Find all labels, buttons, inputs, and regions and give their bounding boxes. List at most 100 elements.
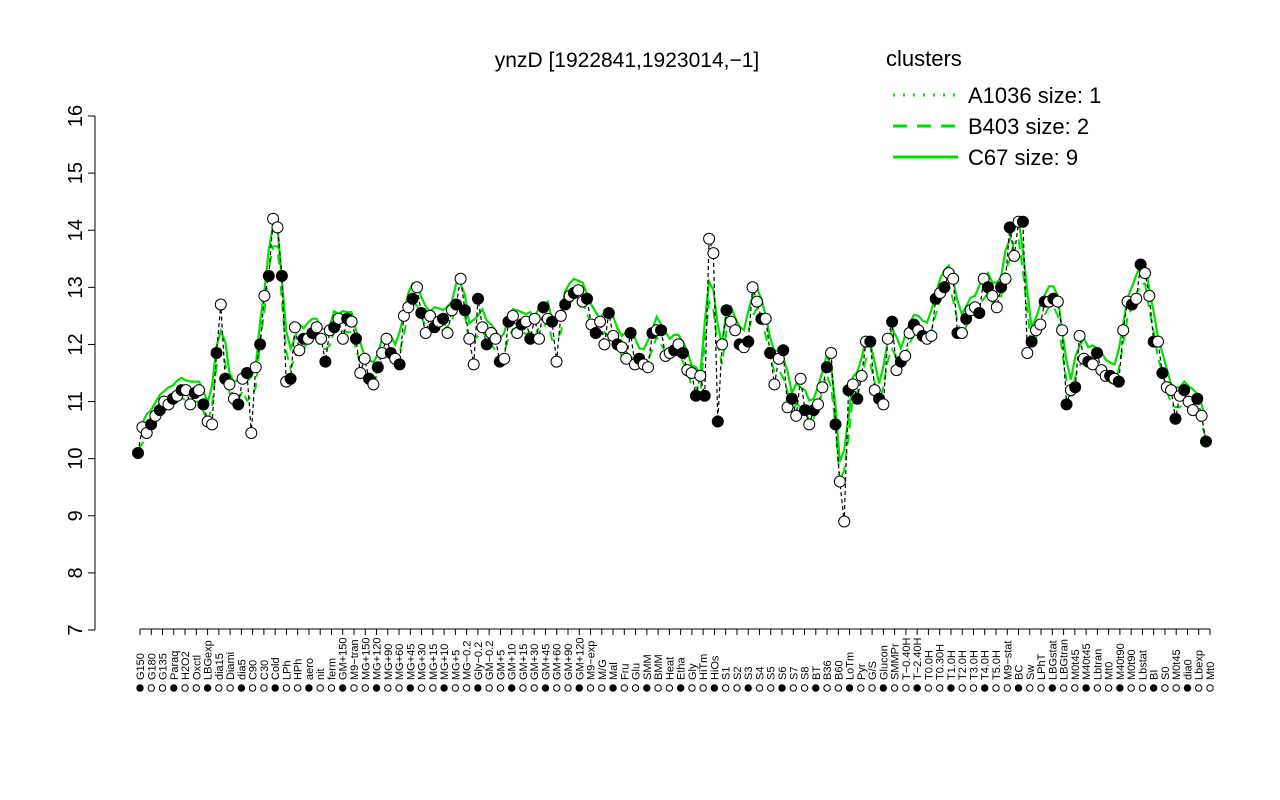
data-point xyxy=(620,352,633,365)
data-point xyxy=(746,281,759,294)
x-category-marker xyxy=(496,684,505,692)
x-tick-label: Gly xyxy=(687,663,699,680)
x-category-marker xyxy=(136,684,144,692)
gene-profile-line xyxy=(137,216,1207,522)
x-category-marker xyxy=(913,684,921,692)
data-point xyxy=(999,272,1012,285)
x-category-marker xyxy=(812,684,820,692)
data-point xyxy=(437,312,450,325)
data-point xyxy=(855,369,868,382)
x-tick-label: M9−stat xyxy=(1002,641,1014,680)
data-point xyxy=(1130,292,1143,305)
data-point xyxy=(694,369,707,382)
data-point xyxy=(480,338,493,351)
x-tick-label: HPh xyxy=(293,659,305,680)
x-tick-label: T1.0H xyxy=(946,650,958,680)
x-category-marker xyxy=(890,684,899,692)
x-tick-label: S6 xyxy=(777,667,789,680)
x-category-marker xyxy=(665,684,674,692)
data-point xyxy=(232,398,245,411)
data-point xyxy=(581,292,593,305)
x-tick-label: GM+150 xyxy=(338,638,350,681)
x-category-marker xyxy=(417,684,426,692)
x-category-marker xyxy=(406,684,415,692)
data-point xyxy=(345,315,358,328)
x-tick-label: Lbstat xyxy=(1137,650,1149,680)
x-category-marker xyxy=(226,684,234,692)
data-point xyxy=(132,447,144,459)
x-category-marker xyxy=(361,684,369,692)
data-point xyxy=(589,327,602,339)
data-point xyxy=(319,355,332,368)
data-point xyxy=(707,247,720,260)
x-tick-label: GM−0.2 xyxy=(484,641,496,680)
x-tick-label: M/G xyxy=(597,659,609,680)
y-tick-label: 10 xyxy=(65,448,87,470)
data-point xyxy=(1073,329,1086,342)
data-point xyxy=(262,269,275,282)
data-point xyxy=(877,398,890,411)
x-category-marker xyxy=(643,684,651,692)
x-category-marker xyxy=(316,684,324,692)
data-point xyxy=(785,392,798,405)
data-point xyxy=(350,332,362,345)
x-tick-label: dia0 xyxy=(1182,659,1194,680)
x-category-marker xyxy=(541,684,550,692)
x-tick-label: nit xyxy=(315,668,327,680)
x-category-marker xyxy=(564,684,572,692)
data-point xyxy=(1195,409,1208,422)
x-category-marker xyxy=(958,684,966,692)
x-tick-label: B60 xyxy=(833,660,845,680)
x-tick-label: M9−tran xyxy=(349,639,361,680)
x-category-marker xyxy=(192,684,201,692)
x-tick-label: H2O2 xyxy=(180,651,192,680)
x-axis: G150 G180 G135 Paraq H2O2 Oxctl LBGexp dia15 Dia… xyxy=(135,628,1217,692)
x-category-marker xyxy=(1104,684,1113,692)
data-point xyxy=(1051,295,1064,308)
data-point xyxy=(803,418,816,431)
y-tick-label: 8 xyxy=(65,567,87,578)
data-point xyxy=(1186,404,1199,417)
x-tick-label: MG−0.2 xyxy=(462,641,474,680)
x-category-marker xyxy=(654,684,662,692)
data-point xyxy=(851,392,864,405)
x-tick-label: S5 xyxy=(766,667,778,680)
data-point xyxy=(864,335,877,348)
data-point xyxy=(624,327,637,339)
data-point xyxy=(1069,381,1082,394)
x-category-marker xyxy=(1127,684,1135,692)
x-tick-label: S3 xyxy=(743,667,755,680)
x-category-marker xyxy=(947,684,955,692)
x-tick-label: Glu xyxy=(631,663,643,680)
x-category-marker xyxy=(676,684,685,692)
data-point xyxy=(210,347,223,359)
data-point xyxy=(367,378,380,391)
x-category-marker xyxy=(744,684,752,692)
x-tick-label: MG+90 xyxy=(383,644,395,680)
x-tick-label: Gly−0.2 xyxy=(473,642,485,680)
x-category-marker xyxy=(789,684,797,692)
series-lines xyxy=(137,216,1208,522)
data-point xyxy=(258,289,271,302)
data-point xyxy=(716,338,729,351)
x-tick-label: MG+5 xyxy=(450,650,462,680)
x-category-marker xyxy=(260,684,268,692)
data-point xyxy=(1056,324,1069,337)
data-point xyxy=(193,384,205,397)
x-tick-label: Etha xyxy=(676,656,688,680)
data-point xyxy=(271,221,284,234)
x-category-marker xyxy=(507,684,516,692)
data-point xyxy=(947,272,960,285)
x-category-marker xyxy=(857,684,865,692)
data-point xyxy=(676,347,689,359)
data-point xyxy=(764,347,777,359)
data-points xyxy=(132,212,1212,528)
data-point xyxy=(615,341,628,354)
x-tick-label: G150 xyxy=(135,653,147,680)
x-tick-label: T4.0H xyxy=(980,650,992,680)
x-category-marker xyxy=(530,684,538,692)
data-point xyxy=(288,321,301,334)
data-point xyxy=(254,338,267,351)
x-tick-label: M0t45 xyxy=(1070,649,1082,680)
